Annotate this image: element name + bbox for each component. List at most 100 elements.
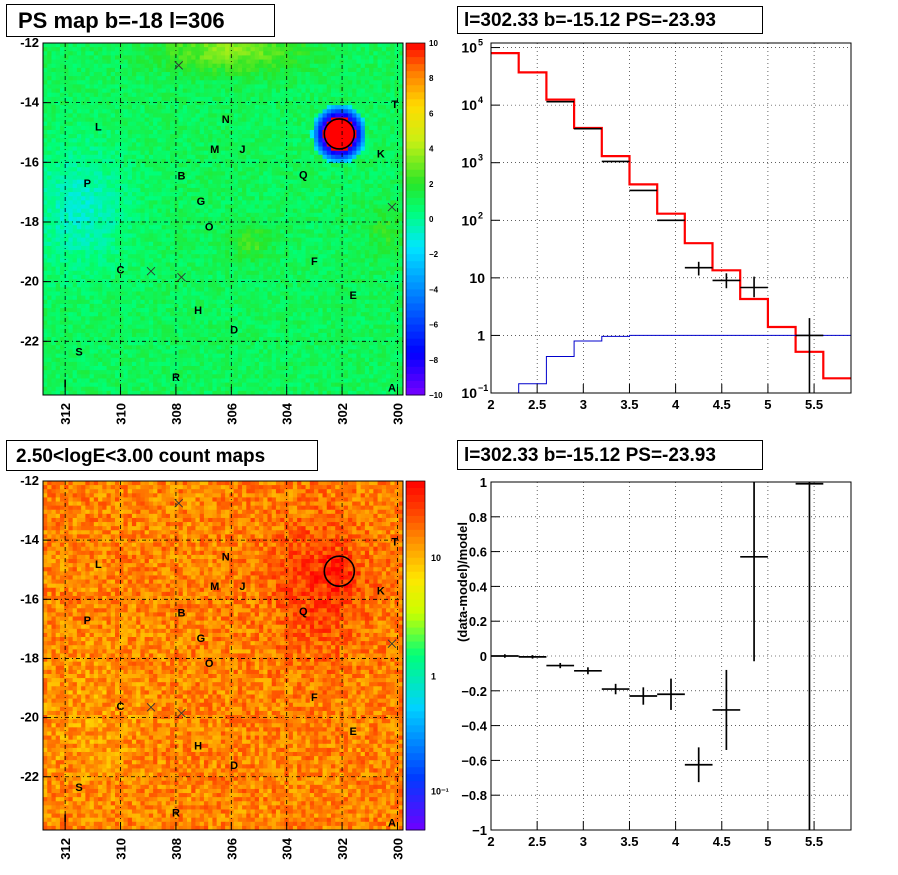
heatmap-cell	[220, 47, 226, 52]
heatmap-cell	[208, 43, 213, 48]
heatmap-cell	[136, 150, 141, 156]
heatmap-cell	[237, 96, 243, 102]
heatmap-cell	[51, 113, 57, 118]
heatmap-cell	[292, 192, 298, 197]
heatmap-cell	[178, 221, 184, 226]
heatmap-cell	[309, 63, 315, 69]
heatmap-cell	[131, 192, 137, 197]
heatmap-cell	[187, 146, 192, 152]
heatmap-cell	[148, 175, 154, 181]
heatmap-cell	[398, 254, 404, 259]
heatmap-cell	[203, 43, 209, 48]
heatmap-cell	[123, 134, 129, 139]
heatmap-cell	[68, 100, 74, 106]
heatmap-cell	[81, 163, 86, 168]
heatmap-cell	[335, 121, 340, 127]
heatmap-cell	[68, 51, 74, 56]
heatmap-cell	[161, 245, 167, 251]
heatmap-cell	[182, 245, 188, 251]
heatmap-cell	[335, 163, 340, 168]
heatmap-cell	[263, 158, 268, 164]
heatmap-cell	[47, 270, 52, 276]
heatmap-cell	[178, 88, 184, 94]
heatmap-cell	[208, 258, 213, 263]
heatmap-cell	[144, 92, 150, 98]
heatmap-cell	[280, 150, 285, 156]
heatmap-cell	[174, 43, 179, 48]
heatmap-cell	[390, 279, 395, 284]
heatmap-cell	[47, 96, 52, 102]
heatmap-cell	[131, 92, 137, 98]
heatmap-cell	[271, 171, 277, 176]
heatmap-cell	[43, 59, 48, 65]
heatmap-cell	[136, 274, 141, 280]
heatmap-cell	[98, 225, 103, 230]
heatmap-cell	[309, 163, 315, 168]
heatmap-cell	[212, 266, 218, 272]
heatmap-cell	[386, 43, 391, 48]
heatmap-cell	[106, 142, 112, 147]
heatmap-cell	[250, 283, 256, 288]
heatmap-cell	[178, 266, 184, 272]
heatmap-cell	[360, 237, 366, 243]
heatmap-cell	[208, 150, 213, 156]
heatmap-cell	[131, 121, 137, 127]
heatmap-cell	[220, 237, 226, 243]
heatmap-cell	[119, 154, 124, 160]
heatmap-cell	[246, 167, 251, 172]
heatmap-cell	[314, 43, 319, 48]
heatmap-cell	[93, 270, 99, 276]
heatmap-cell	[144, 204, 150, 210]
heatmap-cell	[343, 76, 349, 81]
heatmap-cell	[373, 129, 378, 135]
heatmap-cell	[148, 121, 154, 127]
heatmap-cell	[55, 105, 61, 110]
heatmap-cell	[242, 283, 247, 288]
heatmap-cell	[127, 283, 133, 288]
heatmap-cell	[267, 146, 273, 152]
heatmap-cell	[64, 216, 69, 222]
heatmap-cell	[178, 84, 184, 89]
heatmap-cell	[250, 237, 256, 243]
heatmap-cell	[394, 88, 400, 94]
heatmap-cell	[229, 117, 234, 123]
heatmap-cell	[292, 183, 298, 189]
heatmap-cell	[43, 274, 48, 280]
heatmap-cell	[110, 163, 116, 168]
heatmap-cell	[309, 254, 315, 259]
heatmap-cell	[43, 237, 48, 243]
heatmap-cell	[127, 258, 133, 263]
heatmap-cell	[254, 88, 260, 94]
heatmap-cell	[242, 245, 247, 251]
heatmap-cell	[170, 51, 175, 56]
heatmap-cell	[136, 237, 141, 243]
heatmap-cell	[144, 216, 150, 222]
heatmap-cell	[301, 138, 306, 143]
heatmap-cell	[297, 105, 302, 110]
heatmap-cell	[326, 221, 332, 226]
heatmap-cell	[326, 63, 332, 69]
heatmap-cell	[360, 245, 366, 251]
heatmap-cell	[364, 92, 370, 98]
heatmap-cell	[131, 63, 137, 69]
heatmap-cell	[369, 117, 374, 123]
heatmap-cell	[208, 171, 213, 176]
heatmap-cell	[318, 134, 323, 139]
heatmap-cell	[352, 212, 357, 218]
heatmap-cell	[398, 204, 404, 210]
heatmap-cell	[322, 229, 328, 234]
heatmap-cell	[301, 84, 306, 89]
heatmap-cell	[43, 134, 48, 139]
heatmap-cell	[131, 200, 137, 205]
heatmap-cell	[165, 233, 171, 239]
heatmap-cell	[267, 154, 273, 160]
heatmap-cell	[85, 47, 90, 52]
heatmap-cell	[55, 84, 61, 89]
heatmap-cell	[85, 266, 90, 272]
heatmap-cell	[64, 88, 69, 94]
heatmap-cell	[47, 266, 52, 272]
heatmap-cell	[76, 229, 82, 234]
heatmap-cell	[233, 125, 239, 131]
heatmap-cell	[331, 92, 336, 98]
heatmap-cell	[55, 225, 61, 230]
